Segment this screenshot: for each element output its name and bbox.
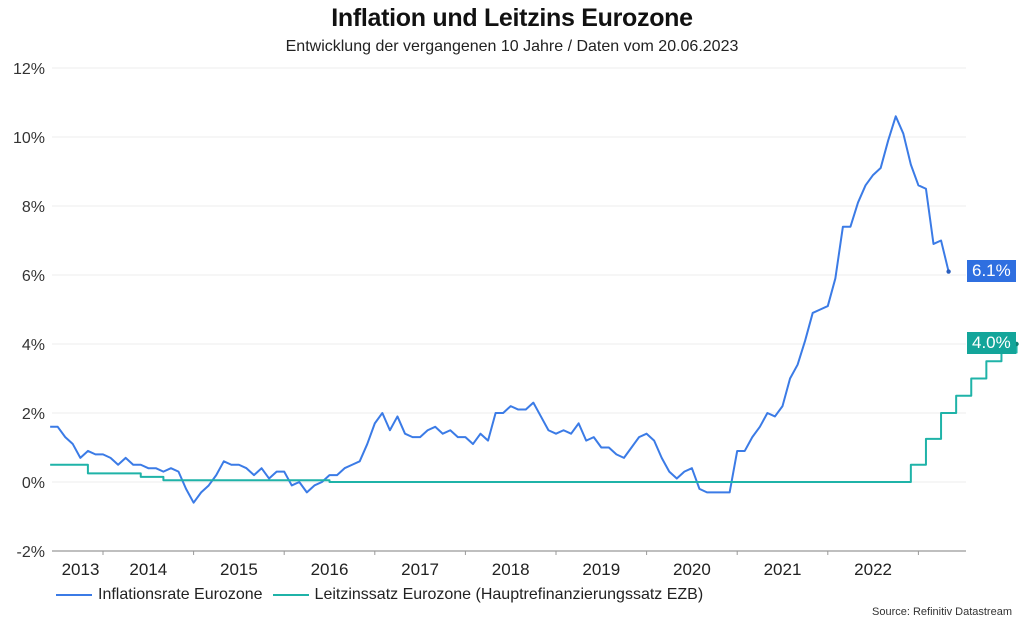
y-tick-label: 10% — [13, 130, 45, 147]
rate-end-label: 4.0% — [967, 332, 1016, 354]
x-axis: 2013 2014 2015 2016 2017 2018 2019 2020 2021 2022 — [62, 551, 919, 579]
inflation-end-point — [946, 269, 951, 274]
legend-label-rate: Leitzinssatz Eurozone (Hauptrefinanzieru… — [314, 586, 704, 603]
x-tick-label: 2016 — [311, 560, 349, 579]
inflation-line — [50, 115, 950, 504]
chart-subtitle: Entwicklung der vergangenen 10 Jahre / D… — [285, 38, 739, 55]
y-tick-label: 8% — [22, 199, 45, 216]
y-tick-label: 12% — [13, 61, 45, 78]
source-note: Source: Refinitiv Datastream — [872, 606, 1012, 618]
legend-item-inflation[interactable]: Inflationsrate Eurozone — [56, 586, 263, 604]
x-tick-label: 2014 — [129, 560, 167, 579]
y-tick-label: 0% — [22, 475, 45, 492]
gridlines — [52, 67, 966, 552]
x-tick-label: 2015 — [220, 560, 258, 579]
y-tick-label: 2% — [22, 406, 45, 423]
x-tick-label: 2013 — [62, 560, 100, 579]
legend: Inflationsrate Eurozone Leitzinssatz Eur… — [56, 586, 713, 604]
y-tick-label: 6% — [22, 268, 45, 285]
legend-swatch-rate — [272, 594, 309, 596]
x-tick-label: 2018 — [492, 560, 530, 579]
x-tick-label: 2022 — [854, 560, 892, 579]
x-tick-label: 2020 — [673, 560, 711, 579]
x-tick-label: 2021 — [764, 560, 802, 579]
series-lines — [50, 115, 1019, 504]
inflation-end-label: 6.1% — [967, 259, 1016, 282]
rate-line — [50, 344, 1018, 483]
chart-title: Inflation und Leitzins Eurozone — [331, 4, 693, 32]
y-tick-label: 4% — [22, 337, 45, 354]
legend-label-inflation: Inflationsrate Eurozone — [98, 586, 263, 603]
y-tick-label: -2% — [17, 544, 45, 561]
x-tick-label: 2017 — [401, 560, 439, 579]
y-axis-ticks: -2% 0% 2% 4% 6% 8% 10% 12% — [13, 61, 45, 561]
x-tick-label: 2019 — [582, 560, 620, 579]
legend-swatch-inflation — [56, 594, 92, 596]
legend-item-rate[interactable]: Leitzinssatz Eurozone (Hauptrefinanzieru… — [272, 586, 704, 604]
